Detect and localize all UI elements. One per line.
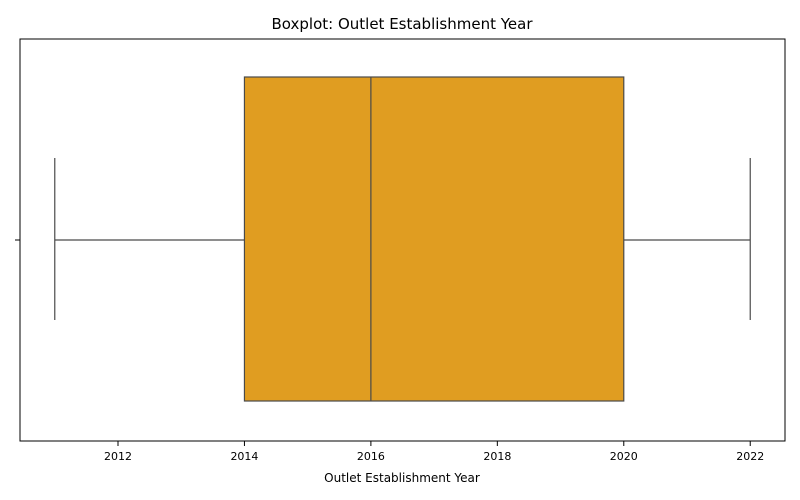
iqr-box bbox=[243, 76, 625, 402]
x-tick-label: 2016 bbox=[357, 450, 385, 463]
x-tick-label: 2020 bbox=[610, 450, 638, 463]
x-axis-ticks: 2012 2014 2016 2018 2020 2022 bbox=[104, 441, 764, 463]
x-axis-label: Outlet Establishment Year bbox=[324, 471, 480, 485]
chart-title: Boxplot: Outlet Establishment Year bbox=[272, 15, 534, 33]
x-tick-label: 2022 bbox=[736, 450, 764, 463]
x-tick-label: 2018 bbox=[483, 450, 511, 463]
x-tick-label: 2012 bbox=[104, 450, 132, 463]
x-tick-label: 2014 bbox=[230, 450, 258, 463]
box-layer bbox=[54, 76, 751, 402]
